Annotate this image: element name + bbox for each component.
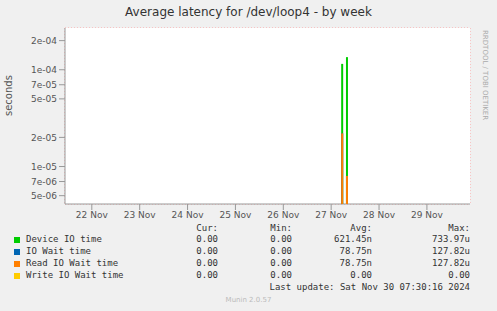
svg-text:27 Nov: 27 Nov: [315, 210, 348, 220]
html-text:Device IO time: Device IO time: [26, 234, 102, 244]
svg-text:23 Nov: 23 Nov: [124, 210, 157, 220]
html-text:0.00: 0.00: [196, 246, 218, 256]
svg-text:25 Nov: 25 Nov: [219, 210, 252, 220]
html-text:0.00: 0.00: [270, 270, 292, 280]
html-text:Read IO Wait time: Read IO Wait time: [26, 258, 119, 268]
html-text:RRDTOOL / TOBI OETIKER: RRDTOOL / TOBI OETIKER: [481, 30, 489, 121]
html-text:Cur:: Cur:: [196, 223, 218, 233]
html-text:78.75n: 78.75n: [339, 258, 372, 268]
html-text:0.00: 0.00: [196, 270, 218, 280]
svg-text:7e-05: 7e-05: [31, 80, 57, 90]
svg-text:7e-06: 7e-06: [31, 177, 57, 187]
html-text:78.75n: 78.75n: [339, 246, 372, 256]
html-text:621.45n: 621.45n: [334, 234, 372, 244]
html-text:Avg:: Avg:: [350, 223, 372, 233]
html-text:Munin 2.0.57: Munin 2.0.57: [225, 296, 272, 304]
svg-text:26 Nov: 26 Nov: [267, 210, 300, 220]
html-text:Min:: Min:: [270, 223, 292, 233]
svg-text:24 Nov: 24 Nov: [172, 210, 205, 220]
html-text:0.00: 0.00: [448, 270, 470, 280]
svg-text:5e-05: 5e-05: [31, 94, 57, 104]
html-text:Max:: Max:: [448, 223, 470, 233]
svg-text:1e-04: 1e-04: [31, 65, 57, 75]
svg-text:2e-05: 2e-05: [31, 133, 57, 143]
html-text:IO Wait time: IO Wait time: [26, 246, 91, 256]
svg-text:1e-05: 1e-05: [31, 162, 57, 172]
html-text:0.00: 0.00: [270, 258, 292, 268]
html-text:127.82u: 127.82u: [432, 246, 470, 256]
svg-text:22 Nov: 22 Nov: [76, 210, 109, 220]
svg-text:5e-06: 5e-06: [31, 191, 57, 201]
html-text:127.82u: 127.82u: [432, 258, 470, 268]
html-text:0.00: 0.00: [350, 270, 372, 280]
html-text:0.00: 0.00: [270, 246, 292, 256]
html-text:Last update: Sat Nov 30 07:30:: Last update: Sat Nov 30 07:30:16 2024: [269, 282, 470, 292]
html-text:Average latency for /dev/loop4: Average latency for /dev/loop4 - by week: [125, 5, 372, 19]
html-text:Write IO Wait time: Write IO Wait time: [26, 270, 124, 280]
html-text:733.97u: 733.97u: [432, 234, 470, 244]
svg-text:28 Nov: 28 Nov: [363, 210, 396, 220]
svg-text:29 Nov: 29 Nov: [411, 210, 444, 220]
svg-text:2e-04: 2e-04: [31, 36, 57, 46]
html-text:0.00: 0.00: [196, 234, 218, 244]
html-text:0.00: 0.00: [196, 258, 218, 268]
html-text:0.00: 0.00: [270, 234, 292, 244]
svg-text:seconds: seconds: [8, 75, 14, 116]
